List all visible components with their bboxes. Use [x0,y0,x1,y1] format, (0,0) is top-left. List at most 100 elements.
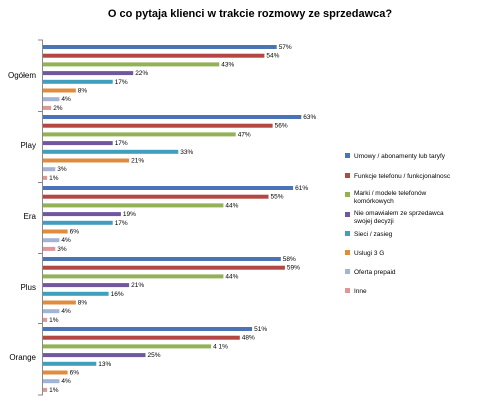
chart-title: O co pytaja klienci w trakcie rozmowy ze… [108,8,393,20]
bar [43,71,134,76]
category-axis-ticks [38,39,43,396]
data-label: 8% [78,300,88,307]
data-label: 21% [131,282,144,289]
bar [43,379,60,384]
bar [43,387,48,392]
bar [43,167,56,172]
data-label: 44% [225,273,238,280]
data-label: 3% [57,166,67,173]
data-label: 16% [111,291,124,298]
data-label: 58% [283,256,296,263]
category-label: Orange [9,353,36,362]
data-label: 48% [242,335,255,342]
data-label: 1% [49,175,59,182]
data-label: 57% [279,44,292,51]
data-label: 6% [70,370,80,377]
bar [43,132,236,137]
category-label: Plus [20,283,36,292]
bar [43,300,76,305]
data-label: 63% [303,114,316,121]
data-label: 19% [123,211,136,218]
data-label: 56% [275,123,288,130]
bar [43,220,113,225]
data-label: 1% [49,317,59,324]
bar [43,158,130,163]
bar [43,238,60,243]
bar [43,115,302,119]
bar [43,194,269,199]
legend-label: Uslugi 3 G [354,250,384,257]
data-label: 8% [78,88,88,95]
data-label: 3% [57,246,67,253]
bar [43,53,265,58]
legend-swatch [345,288,350,293]
bar [43,291,109,296]
data-label: 4% [61,378,71,385]
legend-swatch [345,250,350,255]
legend-label-continued: swojej decyzji [354,218,394,225]
category-label: Era [24,212,37,221]
category-label: Play [20,141,36,150]
legend-swatch [345,231,350,236]
data-label: 54% [266,53,279,60]
bar [43,317,48,322]
bar [43,274,224,279]
data-label: 17% [115,140,128,147]
bar [43,88,76,93]
bar [43,229,68,234]
data-label: 4% [61,96,71,103]
bar [43,309,60,314]
legend-label: Marki / modele telefonów [354,190,427,197]
category-labels: Ogółem Play Era Plus Orange [8,71,37,362]
legend-label: Sieci / zasieg [354,231,393,238]
bar [43,105,52,110]
bar [43,79,113,84]
data-label: 44% [225,202,238,209]
bar [43,361,97,366]
bar [43,353,146,358]
data-label: 17% [115,79,128,86]
bar [43,141,113,146]
data-label: 25% [148,352,161,359]
data-label: 47% [238,131,251,138]
bar [43,123,273,128]
data-label: 4 1% [213,343,228,350]
legend-label: Nie omawialem ze sprzedawca [354,210,444,217]
data-label: 4% [61,237,71,244]
bar [43,186,294,190]
data-label: 59% [287,265,300,272]
legend-swatch [345,153,350,158]
data-label: 17% [115,220,128,227]
data-label: 4% [61,308,71,315]
legend-label: Inne [354,288,367,295]
bar [43,212,121,217]
bar [43,149,179,154]
data-label: 13% [98,361,111,368]
bar [43,344,212,349]
bar [43,203,224,208]
data-label: 2% [53,105,63,112]
legend-label: Funkcje telefonu / funkcjonalnosc [354,173,451,180]
data-label: 61% [295,185,308,192]
bar [43,62,220,67]
bar [43,327,253,331]
data-label: 22% [135,70,148,77]
category-label: Ogółem [8,71,36,80]
bar [43,283,130,288]
legend-swatch [345,192,350,197]
data-label: 51% [254,326,267,333]
bar [43,246,56,251]
bar [43,97,60,102]
legend-swatch [345,212,350,217]
bar-series-group: 57%54% 43% 22% 17% 8% 4% 2% 63% 56% 47% 17% 33% 21% 3… [43,44,317,394]
data-label: 1% [49,387,59,394]
bar [43,335,240,340]
data-label: 43% [221,61,234,68]
legend-swatch [345,173,350,178]
data-label: 6% [70,229,80,236]
data-label: 55% [271,194,284,201]
bar [43,370,68,375]
legend: Umowy / abonamenty lub taryfy Funkcje tel… [345,153,451,295]
data-label: 21% [131,158,144,165]
